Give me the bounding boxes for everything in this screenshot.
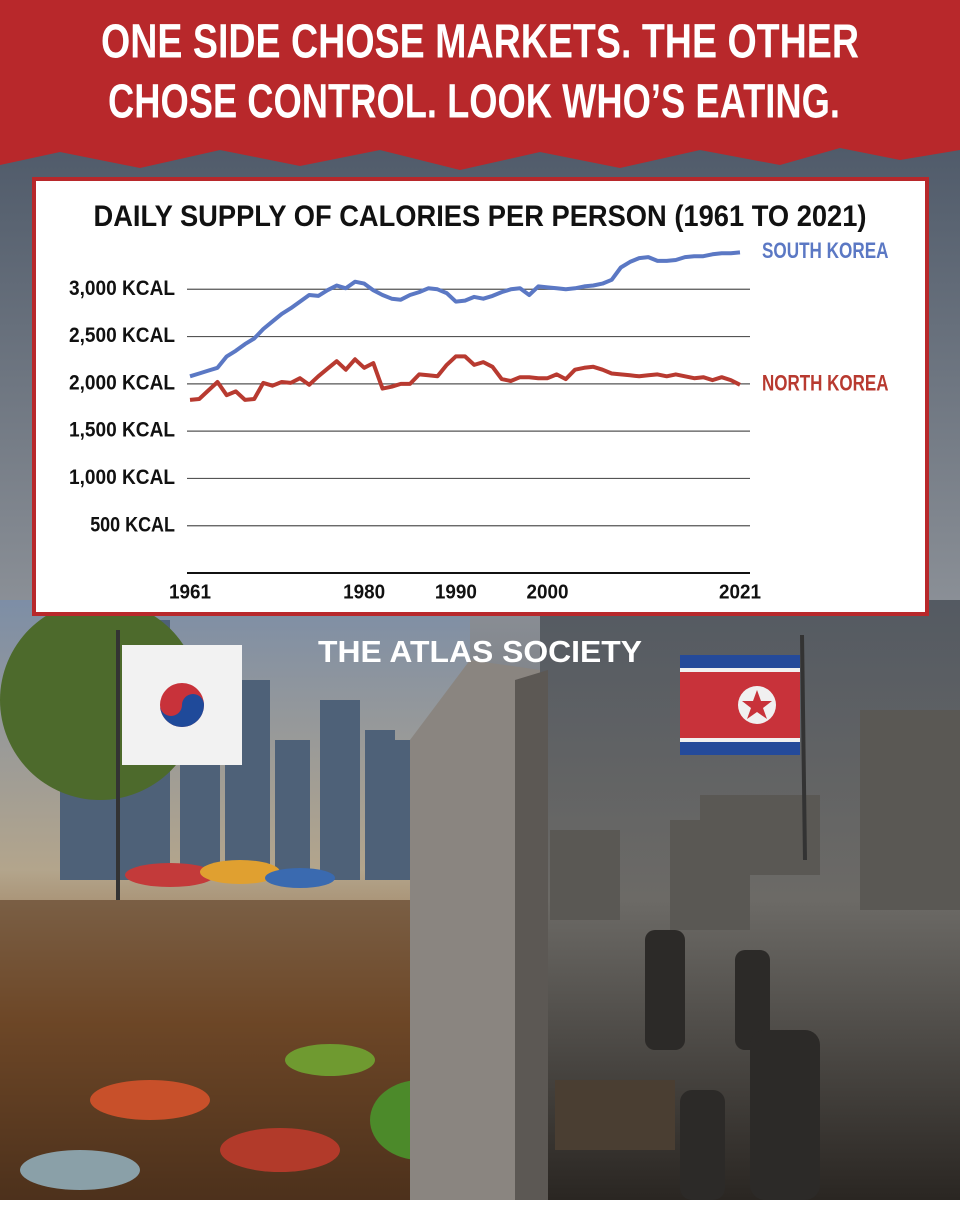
south-flag — [116, 630, 242, 900]
y-tick-label: 3,000 KCAL — [69, 277, 175, 300]
headline: CHOSE CONTROL. LOOK WHO’S EATING. — [108, 76, 840, 129]
y-tick-label: 2,500 KCAL — [69, 324, 175, 347]
wall — [410, 660, 548, 1200]
x-tick-label: 1961 — [169, 581, 211, 603]
y-tick-label: 1,500 KCAL — [69, 419, 175, 442]
umbrellas — [125, 860, 335, 888]
chart-title: DAILY SUPPLY OF CALORIES PER PERSON (196… — [94, 200, 867, 233]
series-line — [189, 250, 741, 379]
brand-logo: THE ATLAS SOCIETY — [318, 634, 642, 669]
y-tick-label: 500 KCAL — [90, 513, 175, 536]
wall-edge — [515, 670, 548, 1200]
x-tick-label: 1990 — [435, 581, 477, 603]
x-tick-label: 2021 — [719, 581, 761, 603]
y-tick-label: 2,000 KCAL — [69, 371, 175, 394]
north-buildings — [550, 710, 960, 930]
north-flag — [680, 634, 807, 861]
x-tick-label: 1980 — [343, 581, 385, 603]
chart-panel — [32, 177, 929, 616]
x-tick-label: 2000 — [527, 581, 569, 603]
headline: ONE SIDE CHOSE MARKETS. THE OTHER — [101, 16, 859, 69]
series-label: NORTH KOREA — [762, 371, 889, 396]
series-line — [189, 354, 741, 402]
series-label: SOUTH KOREA — [762, 238, 889, 263]
north-figures — [555, 930, 820, 1200]
y-tick-label: 1,000 KCAL — [69, 466, 175, 489]
header-banner — [0, 0, 960, 170]
